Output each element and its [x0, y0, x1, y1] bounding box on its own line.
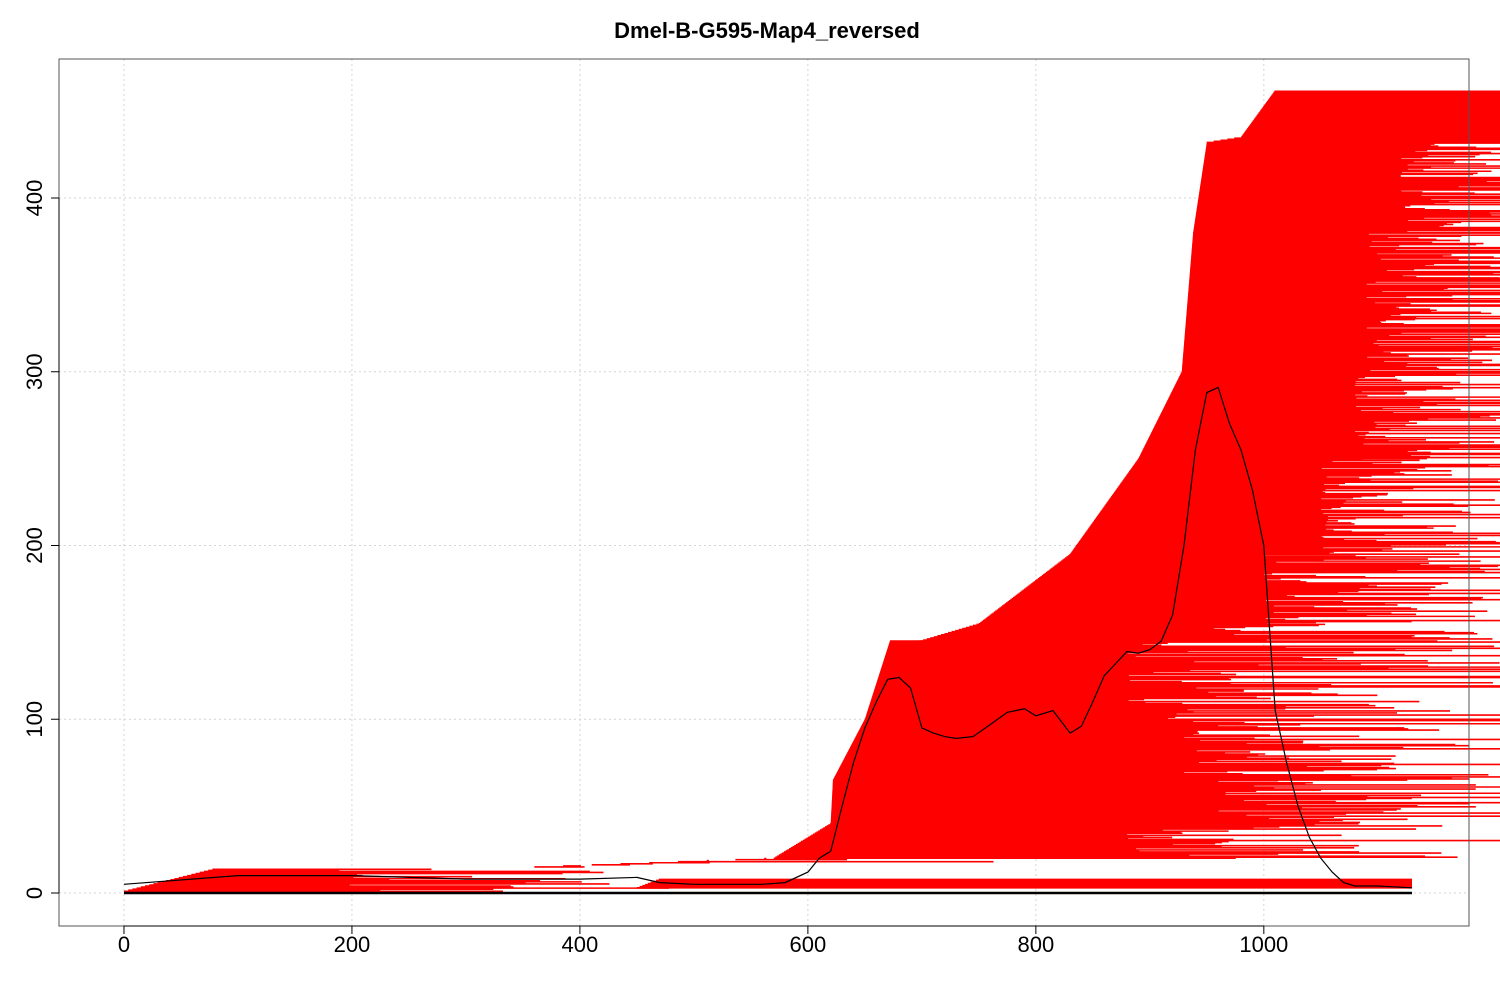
x-tick-label-1: 200 — [334, 932, 371, 957]
read-segments — [123, 90, 1500, 893]
y-tick-label-3: 300 — [22, 353, 47, 390]
y-tick-label-0: 0 — [22, 887, 47, 899]
y-tick-label-1: 100 — [22, 701, 47, 738]
y-axis: 0 100 200 300 400 — [22, 180, 60, 899]
x-tick-label-2: 400 — [562, 932, 599, 957]
x-tick-label-3: 600 — [790, 932, 827, 957]
x-tick-label-0: 0 — [118, 932, 130, 957]
coverage-line — [123, 386, 1413, 889]
x-tick-label-5: 1000 — [1239, 932, 1288, 957]
y-tick-label-2: 200 — [22, 527, 47, 564]
y-tick-label-4: 400 — [22, 180, 47, 217]
chart-title: Dmel-B-G595-Map4_reversed — [614, 18, 920, 43]
x-axis: 0 200 400 600 800 1000 — [118, 925, 1288, 957]
x-tick-label-4: 800 — [1017, 932, 1054, 957]
coverage-curve — [123, 386, 1413, 889]
